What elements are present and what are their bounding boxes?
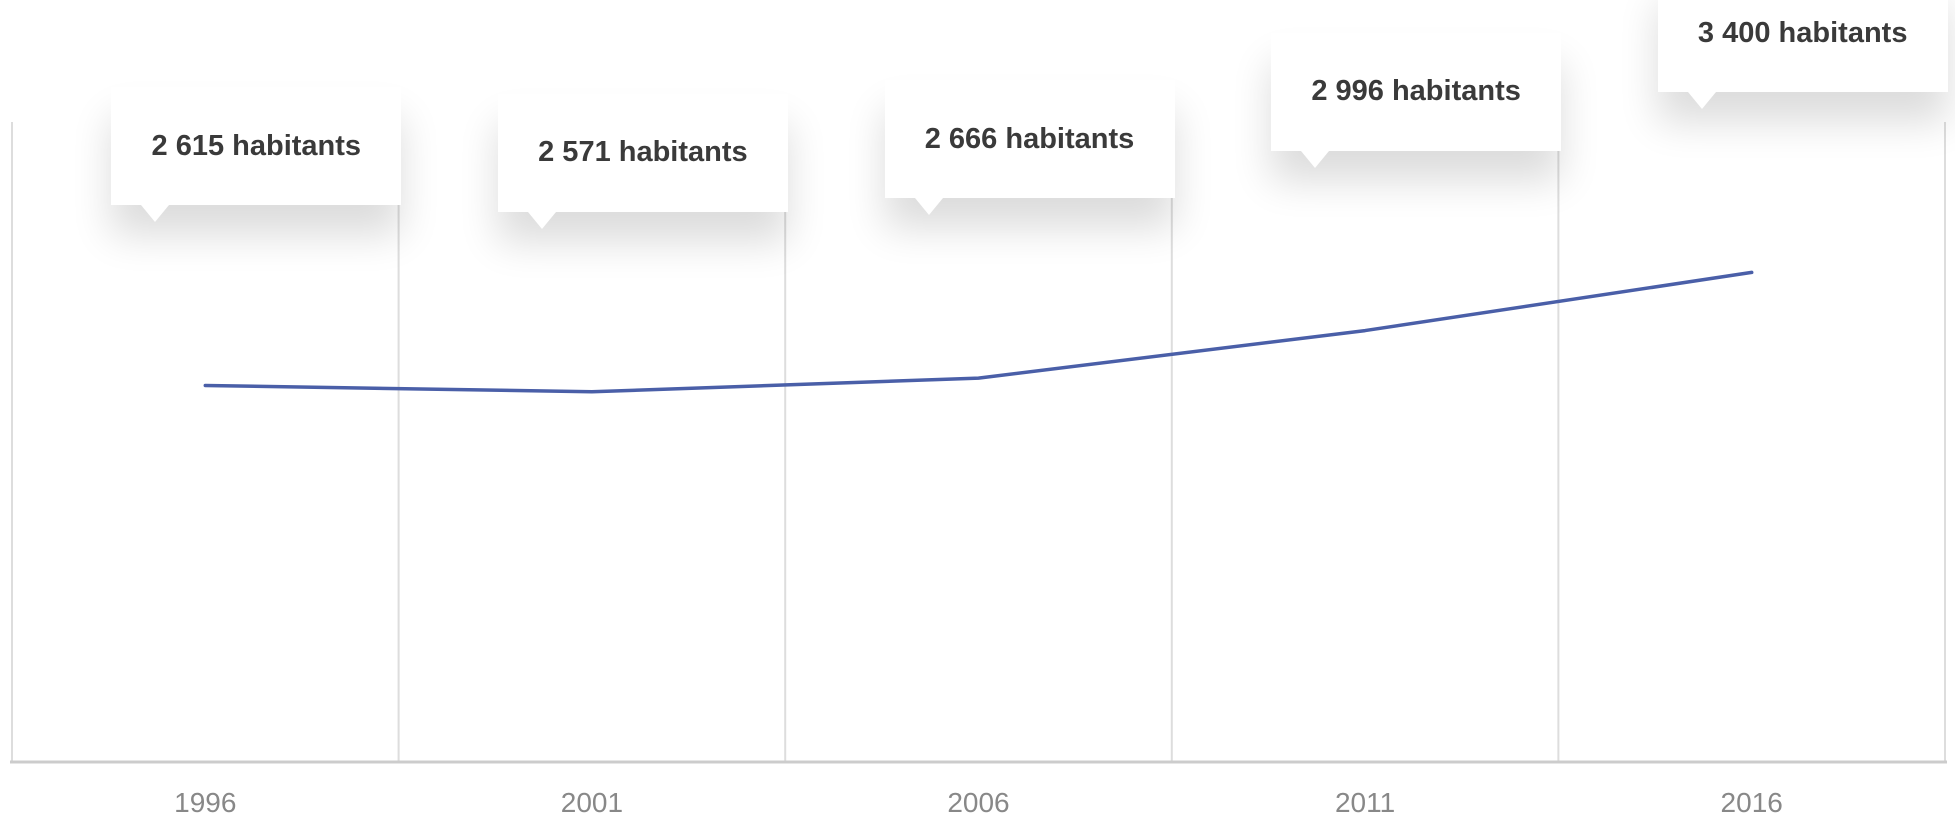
data-label-2006: 2 666 habitants [884, 80, 1175, 216]
x-tick-label: 1996 [174, 787, 236, 818]
data-point-2001[interactable] [586, 386, 598, 398]
data-point-2006[interactable] [973, 372, 985, 384]
data-point-1996[interactable] [199, 379, 211, 391]
data-label-2011: 2 996 habitants [1271, 32, 1562, 168]
x-tick-labels: 1996 2001 2006 2011 2016 [174, 787, 1783, 818]
x-tick-label: 2006 [947, 787, 1009, 818]
data-label-2016: 3 400 habitants [1657, 0, 1948, 110]
series-layer [199, 266, 1758, 398]
x-tick-label: 2011 [1335, 787, 1395, 818]
series-line [203, 270, 1754, 394]
data-label-1996: 2 615 habitants [111, 87, 402, 223]
x-tick-label: 2016 [1721, 787, 1783, 818]
x-tick-label: 2001 [561, 787, 623, 818]
data-label-2001: 2 571 habitants [497, 93, 788, 229]
grid-lines [11, 122, 1946, 762]
data-point-2016[interactable] [1746, 266, 1758, 278]
data-point-2011[interactable] [1359, 325, 1371, 337]
